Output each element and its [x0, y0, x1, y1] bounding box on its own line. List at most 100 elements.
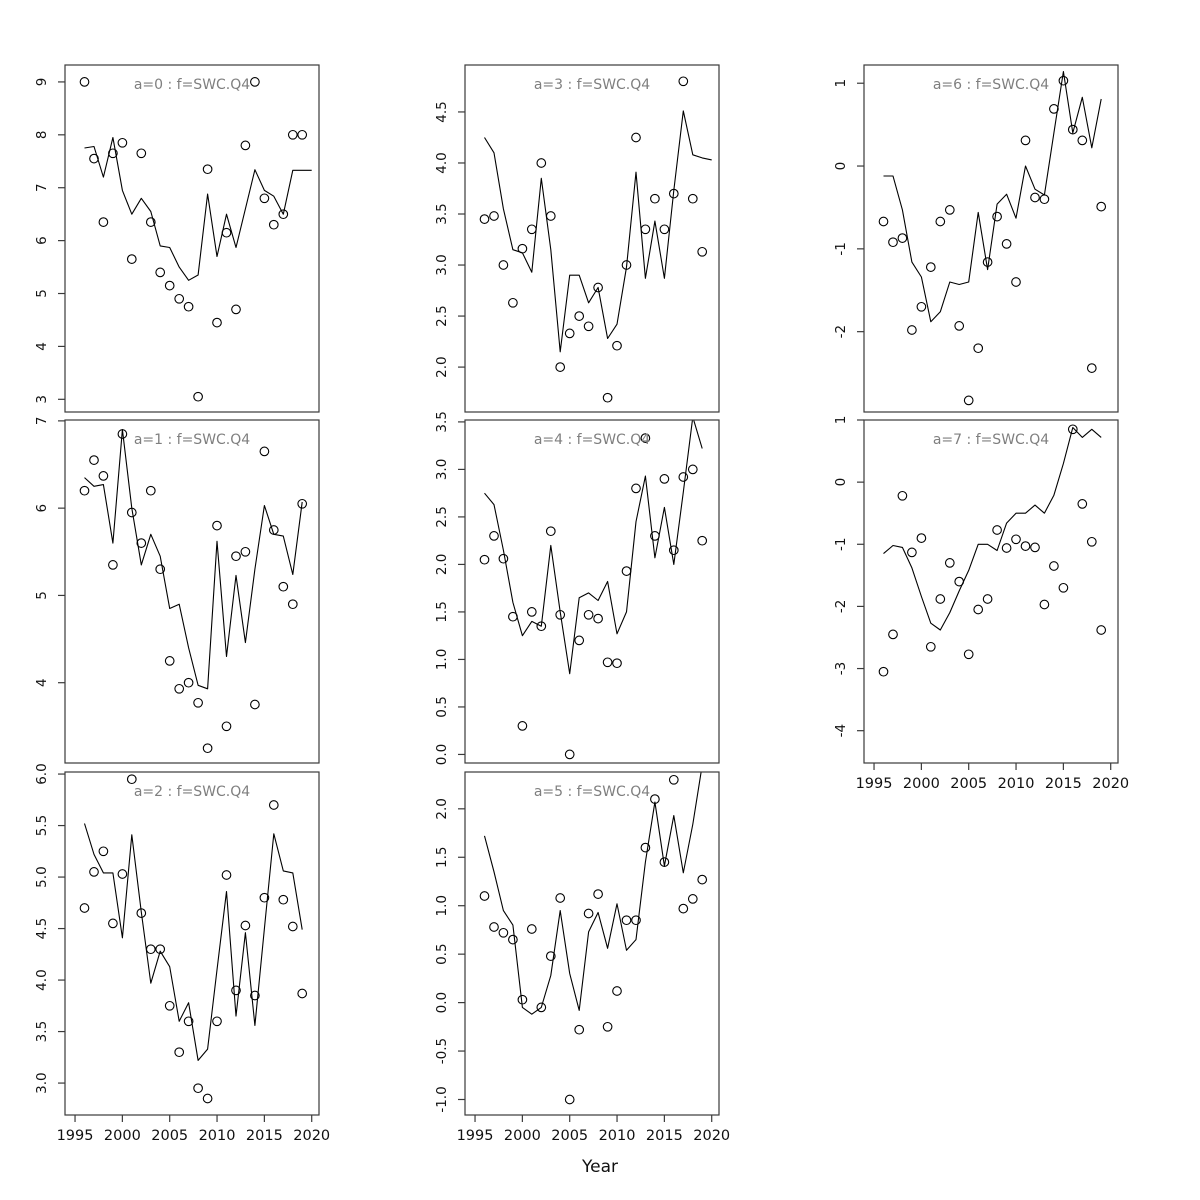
y-tick-label: 2.0	[434, 356, 450, 377]
data-point	[193, 1083, 203, 1094]
data-point	[897, 233, 908, 243]
data-point	[155, 944, 166, 955]
data-point	[1020, 135, 1031, 146]
y-tick-label: 5.5	[34, 815, 50, 836]
data-point	[602, 1021, 613, 1032]
panel-a1: 4 5 6 7 a=1 : f=SWC.Q4	[34, 417, 320, 764]
panel-a0: 3 4 5 6 7 8 9 a=0 : f=SWC.Q4	[34, 64, 320, 413]
y-tick-label: 3.5	[434, 411, 450, 432]
y-tick-label: 3.5	[34, 1021, 50, 1042]
data-point	[117, 137, 128, 148]
data-point	[687, 464, 698, 475]
data-point	[621, 915, 632, 926]
data-point	[202, 743, 213, 754]
data-point	[240, 546, 251, 557]
data-point	[1077, 135, 1088, 146]
data-point	[1001, 543, 1012, 553]
data-point	[479, 214, 490, 224]
data-point	[555, 893, 566, 903]
data-point	[640, 224, 651, 235]
data-point	[287, 129, 298, 140]
data-point	[297, 988, 308, 999]
panel-data-region	[79, 77, 312, 402]
data-point	[126, 774, 137, 785]
data-point	[183, 677, 194, 688]
data-point	[174, 1047, 185, 1058]
data-point	[498, 260, 509, 270]
data-point	[602, 657, 613, 668]
data-point	[545, 526, 556, 537]
data-point	[221, 227, 232, 238]
data-point	[145, 944, 156, 955]
data-point	[878, 216, 889, 227]
y-tick-label: 0	[833, 478, 849, 487]
data-point	[297, 129, 308, 140]
panel-data-region	[878, 424, 1107, 677]
data-point	[79, 485, 90, 496]
panel-a2: 3.0 3.5 4.0 4.5 5.0 5.5 6.0 1995 2000 2005 2010 201…	[34, 763, 330, 1144]
data-point	[174, 683, 185, 694]
data-point	[136, 148, 147, 159]
data-point	[697, 246, 708, 257]
data-point	[517, 243, 528, 254]
panel-data-region	[479, 76, 712, 403]
data-point	[212, 1016, 222, 1027]
data-point	[916, 301, 927, 312]
data-point	[1096, 625, 1107, 635]
data-point	[659, 474, 670, 484]
data-point	[517, 721, 528, 731]
data-point	[268, 525, 279, 535]
data-point	[1011, 277, 1021, 287]
data-point	[1058, 75, 1069, 86]
data-point	[1039, 599, 1050, 610]
panel-border	[863, 64, 1119, 413]
data-point	[231, 551, 241, 562]
data-point	[174, 293, 185, 304]
data-point	[1030, 192, 1040, 203]
data-point	[564, 328, 575, 339]
data-point	[593, 613, 603, 624]
x-tick-label: 2010	[998, 776, 1035, 792]
fit-line	[484, 110, 712, 353]
y-tick-label: 0.5	[434, 943, 450, 964]
data-point	[963, 649, 974, 660]
data-point	[574, 635, 585, 646]
data-point	[89, 867, 99, 877]
data-point	[202, 164, 213, 175]
y-tick-label: -0.5	[434, 1038, 450, 1064]
data-point	[678, 76, 689, 87]
data-point	[564, 749, 575, 760]
data-point	[602, 392, 613, 403]
data-point	[650, 794, 660, 804]
fit-line	[83, 823, 303, 1061]
data-point	[916, 533, 927, 543]
data-point	[250, 77, 260, 87]
y-tick-label: 4.0	[434, 152, 450, 173]
y-tick-label: 0.0	[434, 992, 450, 1013]
data-point	[1096, 201, 1107, 212]
data-point	[888, 629, 898, 640]
x-tick-label: 1995	[856, 776, 893, 792]
data-point	[117, 429, 128, 439]
data-point	[612, 658, 622, 669]
y-tick-label: 7	[34, 183, 50, 192]
data-point	[973, 343, 984, 354]
data-point	[992, 525, 1002, 535]
y-tick-label: 6.0	[34, 763, 50, 784]
data-point	[925, 641, 936, 652]
y-tick-label: 3.0	[34, 1072, 50, 1093]
x-tick-label: 2000	[504, 1128, 541, 1144]
x-tick-label: 2000	[104, 1128, 141, 1144]
data-point	[1049, 561, 1059, 571]
panel-data-region	[878, 71, 1107, 406]
data-point	[89, 455, 99, 465]
data-point	[278, 581, 289, 592]
y-tick-label: 3.0	[434, 254, 450, 275]
y-tick-label: 1.5	[434, 601, 450, 622]
data-point	[631, 915, 641, 926]
x-tick-label: 1995	[457, 1128, 494, 1144]
y-tick-label: 3	[34, 395, 50, 404]
x-tick-label: 2005	[551, 1128, 588, 1144]
y-tick-label: -1	[833, 538, 849, 551]
y-tick-label: 6	[34, 236, 50, 245]
